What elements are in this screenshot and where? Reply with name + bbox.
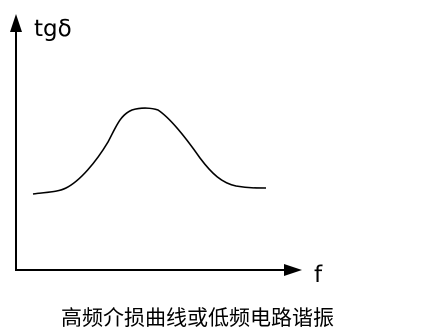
y-axis-label: tgδ: [34, 16, 72, 42]
y-axis-arrow-icon: [10, 14, 22, 32]
diagram-caption: 高频介损曲线或低频电路谐振: [61, 306, 334, 330]
loss-peak-curve: [32, 107, 267, 195]
x-axis-arrow-icon: [284, 264, 302, 276]
x-axis-label: f: [314, 262, 323, 288]
